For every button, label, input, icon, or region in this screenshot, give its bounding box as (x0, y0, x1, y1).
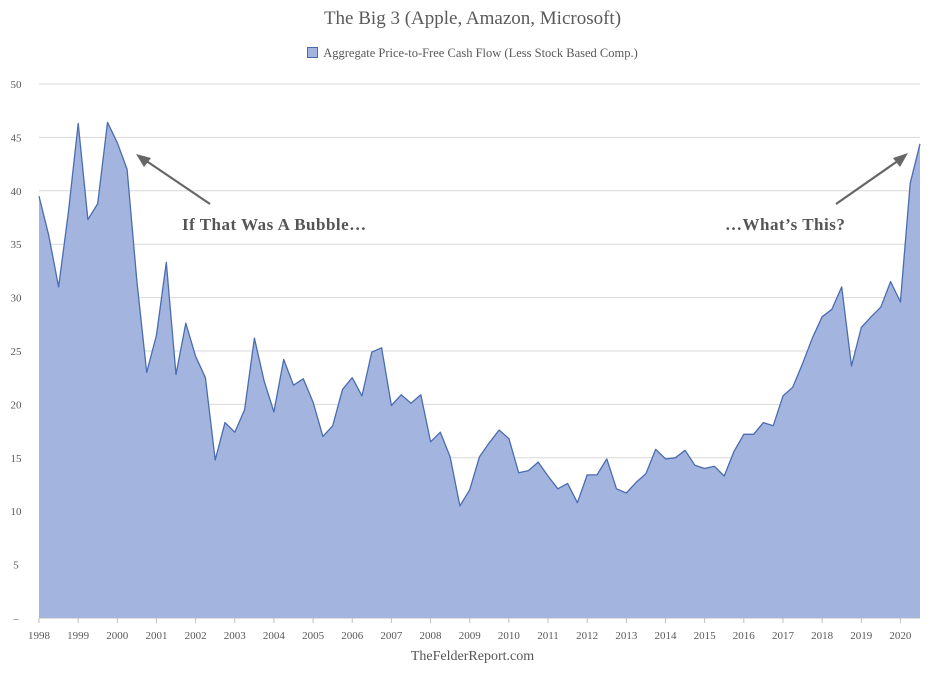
annotation-whats-this: …What’s This? (725, 215, 845, 234)
x-tick-label: 1999 (67, 630, 90, 642)
arrow-right-head (893, 153, 908, 167)
x-tick-label: 2011 (537, 630, 559, 642)
series-area (38, 121, 921, 619)
x-tick-label: 2015 (694, 630, 717, 642)
annotation-bubble: If That Was A Bubble… (182, 215, 367, 234)
y-tick-label: 20 (11, 399, 23, 411)
chart-title: The Big 3 (Apple, Amazon, Microsoft) (323, 8, 622, 29)
x-tick-label: 2000 (106, 630, 129, 642)
y-tick-label: 25 (11, 346, 23, 358)
x-tick-label: 2012 (576, 630, 598, 642)
x-tick-label: 2004 (263, 630, 286, 642)
series-area-fill (39, 122, 920, 619)
x-tick-label: 2018 (811, 630, 834, 642)
x-tick-label: 2006 (341, 630, 364, 642)
y-axis-ticks: – 5 10 15 20 25 30 35 40 45 50 (11, 79, 23, 625)
x-tick-label: 2010 (498, 630, 521, 642)
annotations: If That Was A Bubble… …What’s This? (136, 153, 908, 234)
x-tick-label: 2014 (654, 630, 677, 642)
y-tick-label: 30 (11, 293, 23, 305)
arrow-left (141, 157, 211, 205)
x-tick-label: 2016 (733, 630, 756, 642)
y-tick-label: 10 (11, 506, 23, 518)
legend-label: Aggregate Price-to-Free Cash Flow (Less … (323, 46, 638, 60)
x-tick-label: 2017 (772, 630, 795, 642)
y-tick-label: 50 (11, 79, 23, 91)
y-tick-label: 5 (13, 560, 19, 572)
arrow-right (835, 157, 903, 205)
x-tick-label: 2003 (224, 630, 247, 642)
x-axis-ticks: 1998 1999 2000 2001 2002 2003 2004 2005 2006 2007… (28, 618, 912, 642)
y-tick-label: 15 (11, 453, 23, 465)
x-tick-label: 2005 (302, 630, 325, 642)
legend: Aggregate Price-to-Free Cash Flow (Less … (0, 46, 945, 61)
series-line (38, 121, 921, 507)
x-tick-label: 2002 (185, 630, 207, 642)
credit: TheFelderReport.com (410, 649, 535, 664)
x-tick-label: 2008 (420, 630, 443, 642)
y-tick-label: 35 (11, 239, 23, 251)
x-tick-label: 2013 (615, 630, 638, 642)
x-tick-label: 2009 (459, 630, 482, 642)
x-tick-label: 2001 (145, 630, 167, 642)
x-tick-label: 2020 (889, 630, 912, 642)
y-tick-label: 45 (11, 132, 23, 144)
y-tick-label: – (12, 613, 19, 625)
x-tick-label: 2007 (380, 630, 403, 642)
legend-swatch (307, 47, 319, 58)
x-tick-label: 2019 (850, 630, 873, 642)
x-tick-label: 1998 (28, 630, 51, 642)
y-tick-label: 40 (11, 186, 23, 198)
arrow-left-head (136, 154, 151, 167)
